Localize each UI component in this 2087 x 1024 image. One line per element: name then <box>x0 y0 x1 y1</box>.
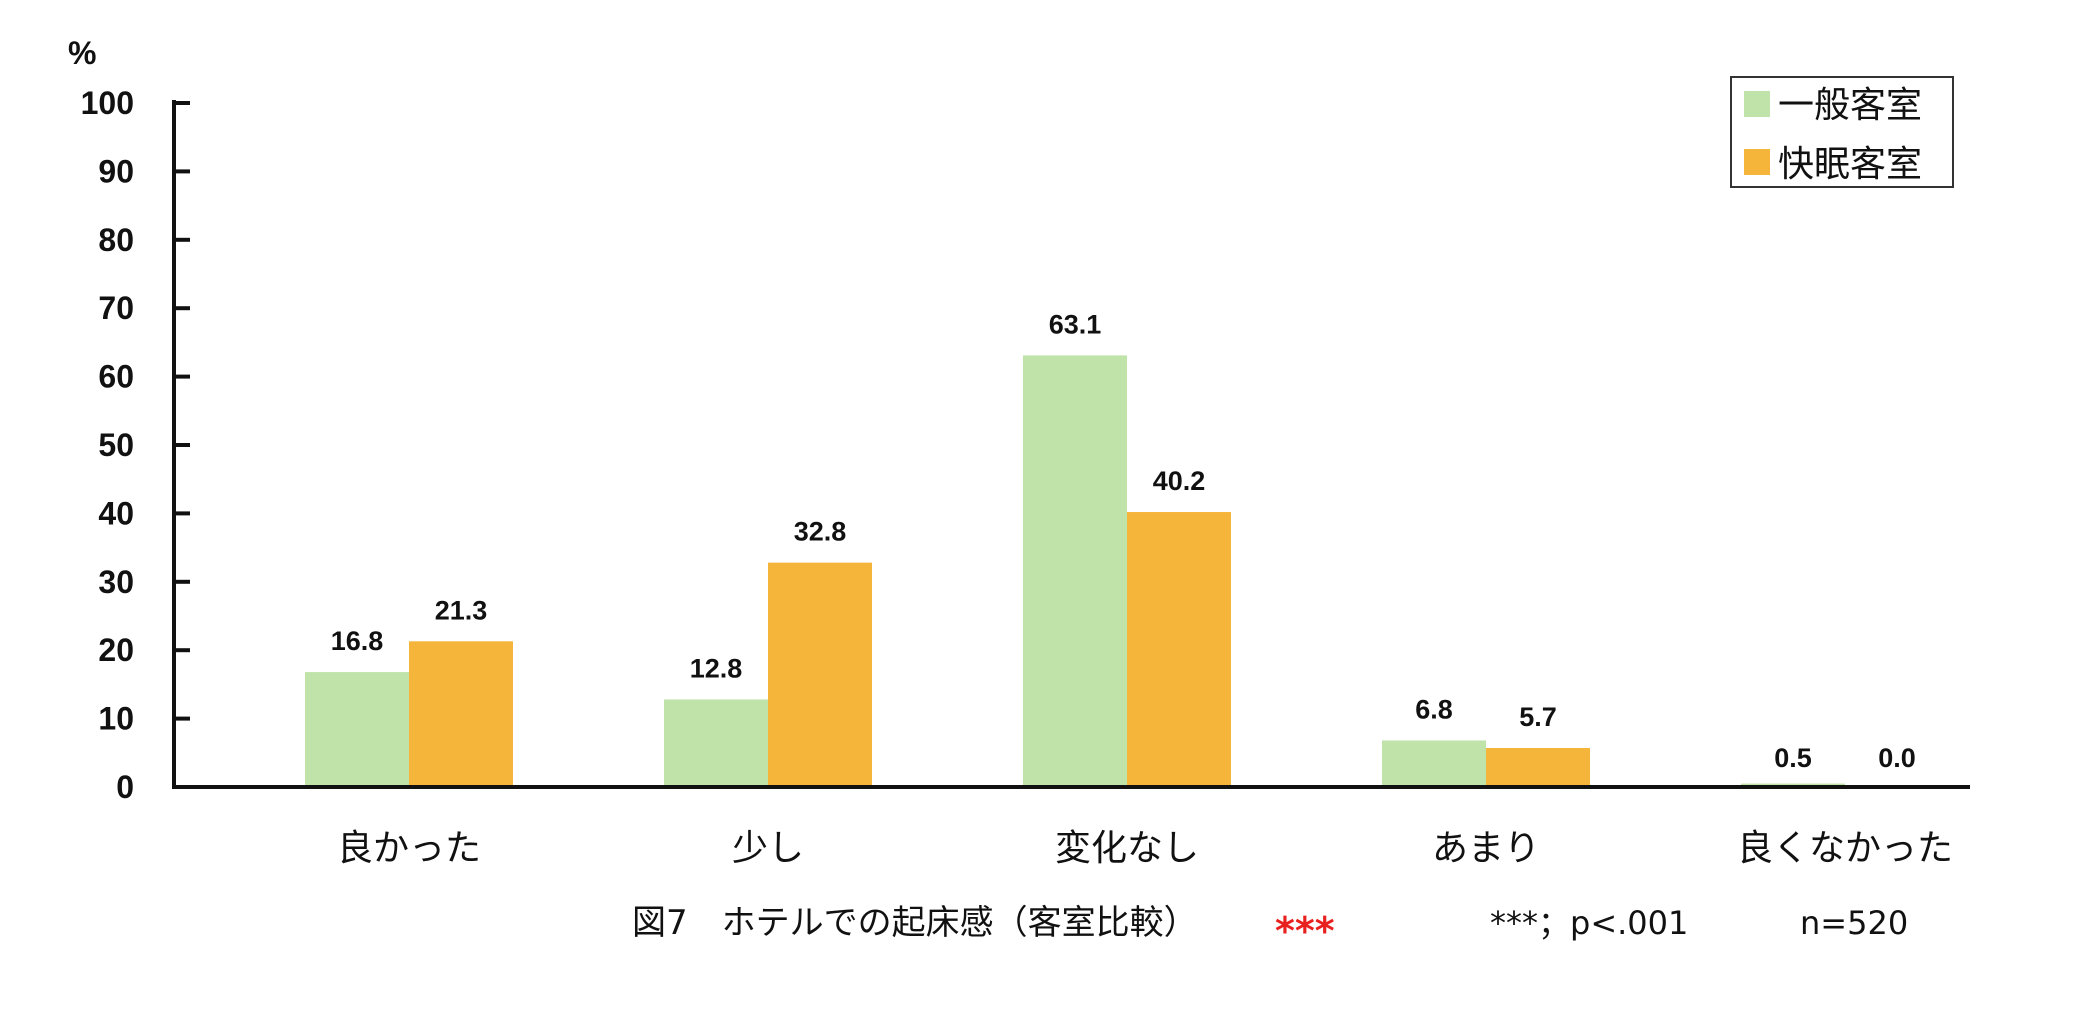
y-tick-label: 70 <box>98 290 134 326</box>
bar-general-room <box>1382 740 1486 787</box>
data-label-sleep-room: 5.7 <box>1519 702 1557 732</box>
y-tick-label: 100 <box>81 85 134 121</box>
data-label-general-room: 12.8 <box>690 653 743 683</box>
x-category-label: 変化なし <box>1055 828 1199 869</box>
data-labels: 16.8 21.3 12.8 32.8 63.1 40.2 6.8 5.7 0.5 0.0 <box>331 309 1916 773</box>
y-tick-label: 50 <box>98 427 134 463</box>
x-category-label: 良くなかった <box>1737 828 1953 869</box>
y-tick-label: 30 <box>98 564 134 600</box>
legend-label-general-room: 一般客室 <box>1778 85 1922 126</box>
y-axis-ticks: 0 10 20 30 40 50 60 70 80 90 100 <box>81 85 190 805</box>
chart-title: 図7 ホテルでの起床感（客室比較） <box>632 903 1198 943</box>
sample-size: n=520 <box>1800 904 1908 942</box>
data-label-general-room: 6.8 <box>1415 694 1453 724</box>
category-labels: 良かった 少し 変化なし あまり 良くなかった <box>337 828 1953 869</box>
x-category-label: あまり <box>1432 828 1540 869</box>
y-axis-unit-label: % <box>68 35 96 71</box>
data-label-sleep-room: 21.3 <box>435 595 488 625</box>
legend: 一般客室 快眠客室 <box>1730 76 1954 188</box>
bar-general-room <box>1023 355 1127 787</box>
x-category-label: 少し <box>732 828 804 869</box>
y-tick-label: 20 <box>98 632 134 668</box>
bar-general-room <box>664 699 768 787</box>
bar-sleep-room <box>768 562 872 787</box>
legend-swatch-general-room <box>1744 91 1770 117</box>
data-label-sleep-room: 0.0 <box>1878 743 1916 773</box>
bar-general-room <box>305 672 409 787</box>
y-tick-label: 10 <box>98 701 134 737</box>
y-tick-label: 80 <box>98 222 134 258</box>
legend-swatch-sleep-room <box>1744 149 1770 175</box>
y-tick-label: 60 <box>98 359 134 395</box>
significance-mark: *** <box>1275 909 1335 953</box>
data-label-general-room: 63.1 <box>1049 309 1102 339</box>
x-category-label: 良かった <box>337 828 481 869</box>
data-label-general-room: 16.8 <box>331 626 384 656</box>
y-tick-label: 40 <box>98 495 134 531</box>
data-label-sleep-room: 32.8 <box>794 517 847 547</box>
bar-sleep-room <box>1127 512 1231 787</box>
data-label-general-room: 0.5 <box>1774 743 1812 773</box>
bar-sleep-room <box>409 641 513 787</box>
significance-note: ***；p<.001 <box>1490 904 1688 942</box>
bar-sleep-room <box>1486 748 1590 787</box>
y-tick-label: 0 <box>116 769 134 805</box>
data-label-sleep-room: 40.2 <box>1153 466 1206 496</box>
bars <box>305 355 1845 787</box>
legend-label-sleep-room: 快眠客室 <box>1778 144 1922 185</box>
y-tick-label: 90 <box>98 153 134 189</box>
